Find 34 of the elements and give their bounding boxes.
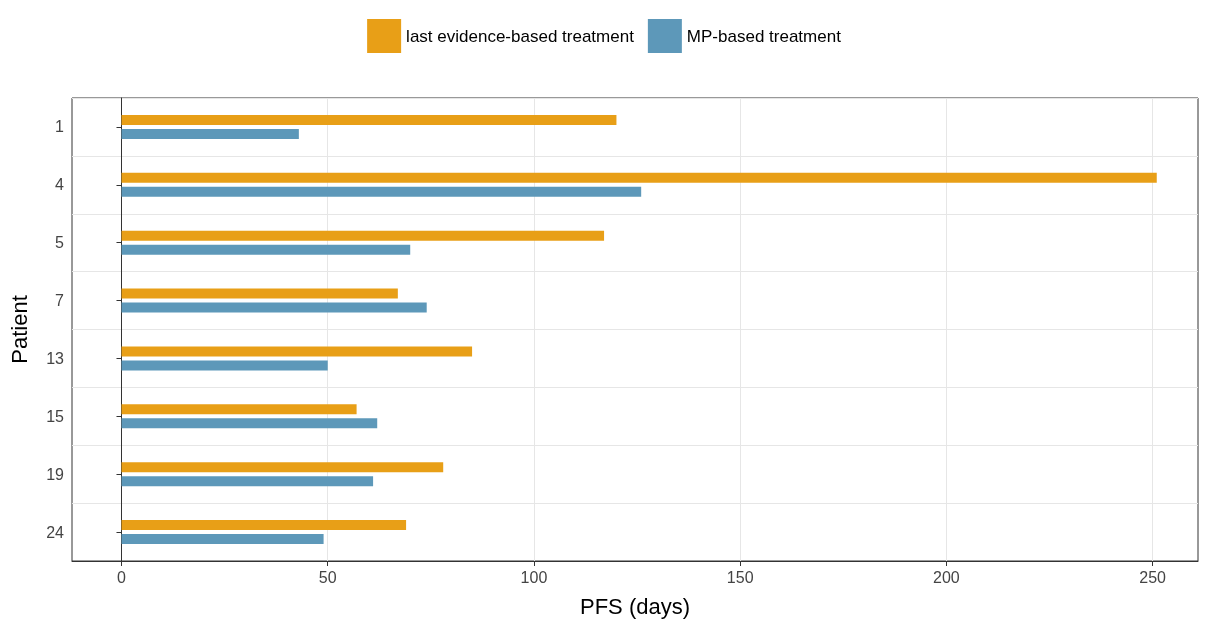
y-tick-label: 13 <box>46 349 65 367</box>
bar <box>121 186 642 197</box>
legend-label: MP‑based treatment <box>686 26 842 46</box>
bar <box>121 128 299 139</box>
bar <box>121 360 328 371</box>
x-tick-label: 0 <box>117 568 127 586</box>
bar <box>121 302 427 313</box>
y-tick-label: 7 <box>55 292 65 310</box>
bar <box>121 172 1157 183</box>
bar <box>121 230 605 241</box>
y-axis-title: Patient <box>6 295 32 364</box>
x-tick-label: 200 <box>933 568 960 586</box>
y-tick-label: 15 <box>46 407 65 425</box>
y-tick-label: 24 <box>46 523 65 541</box>
y-tick-label: 19 <box>46 465 65 483</box>
x-tick-label: 150 <box>726 568 754 586</box>
x-tick-label: 250 <box>1139 568 1167 586</box>
bar <box>121 404 357 415</box>
legend-label: last evidence‑based treatment <box>406 26 635 46</box>
y-tick-label: 5 <box>55 234 65 252</box>
x-axis-title: PFS (days) <box>579 593 691 619</box>
bar <box>121 114 617 125</box>
x-tick-label: 100 <box>520 568 548 586</box>
bar <box>121 244 411 255</box>
bar <box>121 534 324 545</box>
y-tick-label: 1 <box>55 118 65 136</box>
bar <box>121 462 444 473</box>
bar <box>121 288 398 299</box>
y-tick-label: 4 <box>55 176 65 194</box>
bar <box>121 476 374 487</box>
bar <box>121 418 378 429</box>
x-tick-label: 50 <box>318 568 337 586</box>
bar <box>121 346 473 357</box>
bar <box>121 520 407 531</box>
